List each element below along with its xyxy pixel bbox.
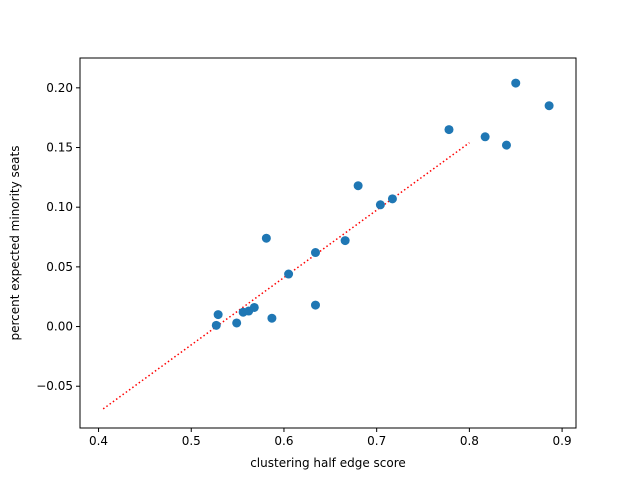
data-point — [511, 78, 521, 88]
x-tick-label: 0.8 — [460, 434, 479, 448]
data-point — [340, 236, 350, 246]
x-axis-ticks: 0.4 0.5 0.6 0.7 0.8 0.9 — [89, 428, 572, 448]
data-point — [444, 125, 454, 135]
y-axis-label: percent expected minority seats — [8, 146, 22, 341]
data-point — [501, 140, 511, 150]
fit-line-layer — [102, 142, 470, 410]
y-tick-label: 0.05 — [46, 260, 73, 274]
data-point — [375, 200, 385, 210]
data-point — [213, 310, 223, 320]
y-tick-label: 0.15 — [46, 141, 73, 155]
data-point — [211, 320, 221, 330]
y-tick-label: 0.10 — [46, 200, 73, 214]
plot-area — [80, 58, 576, 428]
trend-line — [102, 142, 470, 410]
data-point — [310, 248, 320, 258]
data-point — [267, 313, 277, 323]
data-point — [284, 269, 294, 279]
x-tick-label: 0.9 — [553, 434, 572, 448]
data-point — [387, 194, 397, 204]
x-tick-label: 0.7 — [367, 434, 386, 448]
data-point — [232, 318, 242, 328]
data-points-layer — [211, 78, 554, 330]
y-tick-label: 0.00 — [46, 320, 73, 334]
data-point — [353, 181, 363, 191]
y-tick-label: −0.05 — [36, 379, 73, 393]
plot-frame — [79, 57, 577, 429]
y-tick-label: 0.20 — [46, 81, 73, 95]
y-axis-ticks: −0.05 0.00 0.05 0.10 0.15 0.20 — [36, 81, 80, 393]
x-tick-label: 0.4 — [89, 434, 108, 448]
data-point — [544, 101, 554, 111]
x-tick-label: 0.6 — [274, 434, 293, 448]
x-axis-label: clustering half edge score — [250, 456, 406, 470]
x-tick-label: 0.5 — [182, 434, 201, 448]
data-point — [480, 132, 490, 142]
data-point — [261, 233, 271, 243]
data-point — [310, 300, 320, 310]
data-point — [249, 302, 259, 312]
